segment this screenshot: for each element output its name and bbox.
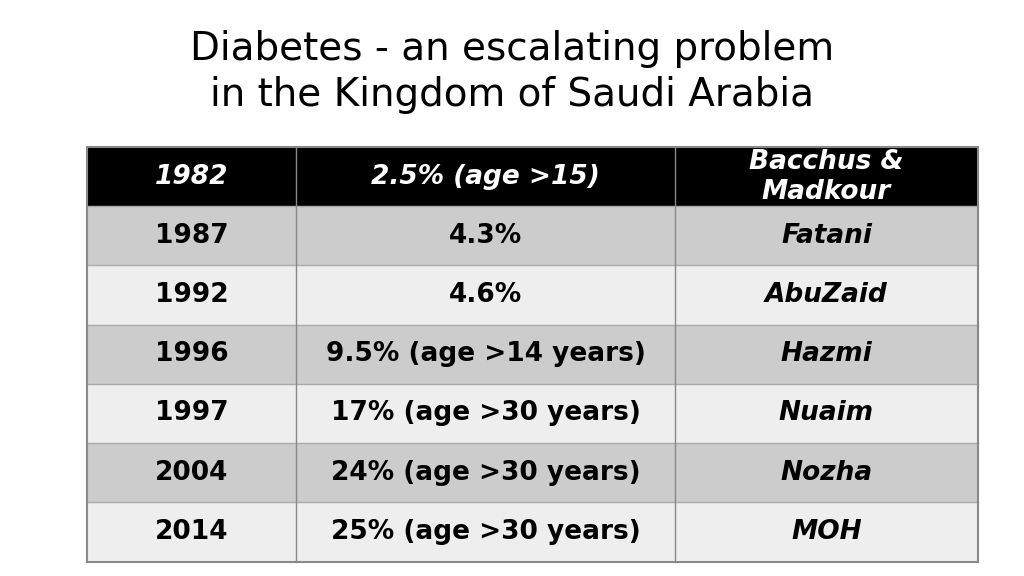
Text: 9.5% (age >14 years): 9.5% (age >14 years) bbox=[326, 341, 646, 367]
Text: 1982: 1982 bbox=[155, 164, 228, 190]
Text: Diabetes - an escalating problem
in the Kingdom of Saudi Arabia: Diabetes - an escalating problem in the … bbox=[189, 29, 835, 115]
Text: Hazmi: Hazmi bbox=[780, 341, 872, 367]
Text: 1987: 1987 bbox=[155, 223, 228, 249]
Text: 24% (age >30 years): 24% (age >30 years) bbox=[331, 460, 641, 486]
Text: 2014: 2014 bbox=[155, 519, 228, 545]
Text: 1992: 1992 bbox=[155, 282, 228, 308]
Text: 25% (age >30 years): 25% (age >30 years) bbox=[331, 519, 641, 545]
Bar bbox=[87, 147, 978, 562]
Bar bbox=[87, 384, 978, 443]
Text: 1997: 1997 bbox=[155, 400, 228, 426]
Bar bbox=[87, 147, 978, 206]
Text: Bacchus &
Madkour: Bacchus & Madkour bbox=[750, 149, 904, 204]
Bar bbox=[87, 266, 978, 325]
Text: 2004: 2004 bbox=[155, 460, 228, 486]
Text: Nozha: Nozha bbox=[780, 460, 872, 486]
Text: 4.6%: 4.6% bbox=[450, 282, 522, 308]
Text: Nuaim: Nuaim bbox=[779, 400, 874, 426]
Text: MOH: MOH bbox=[792, 519, 862, 545]
Bar bbox=[87, 443, 978, 502]
Text: 1996: 1996 bbox=[155, 341, 228, 367]
Text: 4.3%: 4.3% bbox=[450, 223, 522, 249]
Bar bbox=[87, 325, 978, 384]
Text: 17% (age >30 years): 17% (age >30 years) bbox=[331, 400, 641, 426]
Bar bbox=[87, 502, 978, 562]
Bar bbox=[87, 206, 978, 266]
Text: 2.5% (age >15): 2.5% (age >15) bbox=[372, 164, 600, 190]
Text: Fatani: Fatani bbox=[781, 223, 871, 249]
Text: AbuZaid: AbuZaid bbox=[765, 282, 888, 308]
